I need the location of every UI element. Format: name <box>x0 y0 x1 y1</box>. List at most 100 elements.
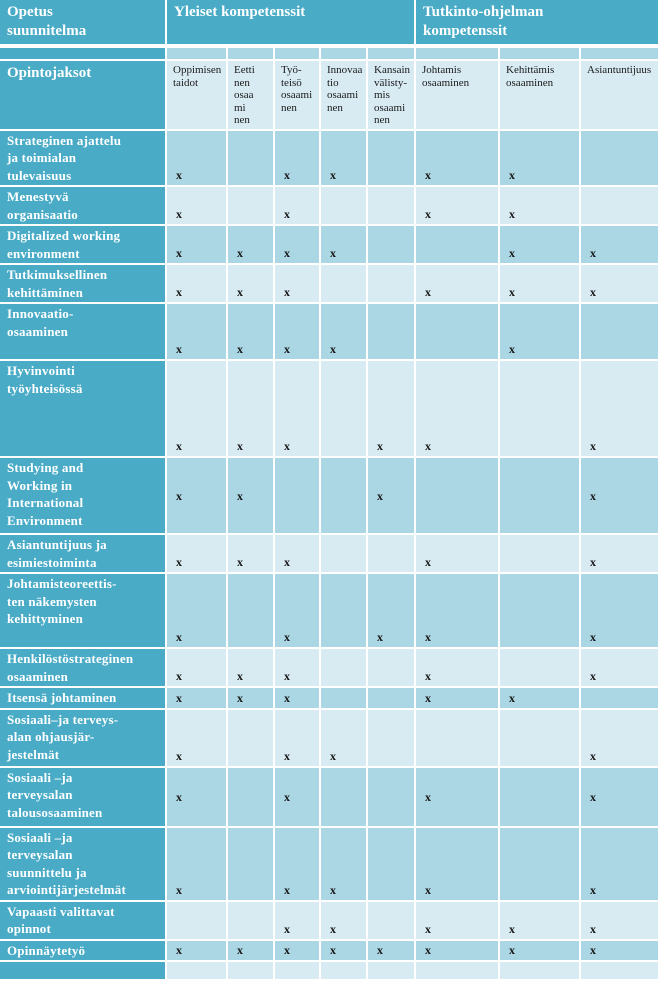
competency-mark: x <box>580 900 658 941</box>
competency-mark: x <box>166 687 228 710</box>
column-header-kansainvalistymis-osaaminen: Kansain välisty- mis osaami nen <box>367 60 417 131</box>
competency-mark: x <box>415 573 501 649</box>
competency-cell-empty <box>367 129 417 187</box>
competency-cell-empty <box>227 826 275 902</box>
competency-cell-empty <box>580 303 658 361</box>
competency-cell-empty <box>367 900 417 941</box>
competency-cell-empty <box>166 900 228 941</box>
competency-mark: x <box>415 939 501 962</box>
competency-mark: x <box>580 826 658 902</box>
column-header-row: Opintojaksot Oppimisen taidot Eetti nen o… <box>0 60 658 131</box>
competency-cell-empty <box>320 186 368 226</box>
competency-cell-empty <box>415 457 501 535</box>
competency-mark: x <box>227 360 275 458</box>
competency-cell-empty <box>227 129 275 187</box>
competency-cell-empty <box>499 534 582 574</box>
competency-mark: x <box>499 129 582 187</box>
competency-mark: x <box>274 826 321 902</box>
course-label: Itsensä johtaminen <box>0 687 167 710</box>
competency-mark: x <box>580 708 658 768</box>
competency-mark: x <box>580 648 658 688</box>
competency-mark: x <box>274 360 321 458</box>
competency-mark: x <box>166 129 228 187</box>
curriculum-header-cell: Opetus suunnitelma <box>0 0 167 48</box>
competency-mark: x <box>367 457 417 535</box>
competency-mark: x <box>166 648 228 688</box>
competency-mark: x <box>166 826 228 902</box>
competency-mark: x <box>415 129 501 187</box>
competency-mark: x <box>166 534 228 574</box>
column-header-asiantuntijuus: Asiantuntijuus <box>580 60 658 131</box>
competency-mark: x <box>274 225 321 265</box>
course-row: Sosiaali –ja terveysalan suunnittelu ja … <box>0 826 658 902</box>
course-label: Hyvinvointi työyhteisössä <box>0 360 167 458</box>
competency-cell-empty <box>499 457 582 535</box>
course-label: Opinnäytetyö <box>0 939 167 962</box>
competency-mark: x <box>274 303 321 361</box>
spacer-row <box>0 46 658 61</box>
competency-mark: x <box>274 129 321 187</box>
competency-cell-empty <box>227 708 275 768</box>
program-competencies-header: Tutkinto-ohjelman kompetenssit <box>415 0 658 48</box>
competency-mark: x <box>499 186 582 226</box>
course-row: Opinnäytetyö x x x x x x x x <box>0 939 658 962</box>
competency-mark: x <box>580 766 658 828</box>
competency-mark: x <box>227 457 275 535</box>
competency-mark: x <box>320 303 368 361</box>
competency-mark: x <box>274 900 321 941</box>
competency-mark: x <box>499 939 582 962</box>
competency-mark: x <box>415 648 501 688</box>
competency-mark: x <box>274 939 321 962</box>
general-competencies-header: Yleiset kompetenssit <box>166 0 417 48</box>
course-row: Tutkimuksellinen kehittäminen x x x x x x <box>0 264 658 304</box>
competency-cell-empty <box>499 826 582 902</box>
course-label: Vapaasti valittavat opinnot <box>0 900 167 941</box>
competency-cell-empty <box>367 534 417 574</box>
competency-mark: x <box>367 360 417 458</box>
competency-mark: x <box>166 457 228 535</box>
course-label: Johtamisteoreettis- ten näkemysten kehit… <box>0 573 167 649</box>
course-label: Digitalized working environment <box>0 225 167 265</box>
competency-cell-empty <box>227 573 275 649</box>
competency-cell-empty <box>367 826 417 902</box>
competency-mark: x <box>320 129 368 187</box>
column-header-eettinen-osaaminen: Eetti nen osaa mi nen <box>227 60 275 131</box>
competency-cell-empty <box>367 708 417 768</box>
course-label: Tutkimuksellinen kehittäminen <box>0 264 167 304</box>
courses-header-cell: Opintojaksot <box>0 60 167 131</box>
course-label: Studying and Working in International En… <box>0 457 167 535</box>
column-header-innovaatio-osaaminen: Innovaa tio osaami nen <box>320 60 368 131</box>
competency-mark: x <box>227 939 275 962</box>
competency-cell-empty <box>320 457 368 535</box>
course-label: Sosiaali–ja terveys- alan ohjausjär- jes… <box>0 708 167 768</box>
competency-mark: x <box>166 708 228 768</box>
course-row: Itsensä johtaminen x x x x x <box>0 687 658 710</box>
competency-mark: x <box>227 225 275 265</box>
competency-mark: x <box>227 687 275 710</box>
competency-mark: x <box>320 900 368 941</box>
competency-cell-empty <box>367 687 417 710</box>
competency-mark: x <box>166 186 228 226</box>
competency-mark: x <box>320 826 368 902</box>
competency-cell-empty <box>367 303 417 361</box>
course-row: Studying and Working in International En… <box>0 457 658 535</box>
competency-mark: x <box>415 900 501 941</box>
course-row: Vapaasti valittavat opinnot x x x x x <box>0 900 658 941</box>
competency-mark: x <box>415 186 501 226</box>
competency-mark: x <box>166 766 228 828</box>
competency-cell-empty <box>367 648 417 688</box>
course-label: Asiantuntijuus ja esimiestoiminta <box>0 534 167 574</box>
competency-cell-empty <box>415 708 501 768</box>
competency-cell-empty <box>367 766 417 828</box>
competency-cell-empty <box>227 766 275 828</box>
competency-cell-empty <box>320 573 368 649</box>
competency-cell-empty <box>415 225 501 265</box>
competency-mark: x <box>166 264 228 304</box>
course-row: Sosiaali–ja terveys- alan ohjausjär- jes… <box>0 708 658 768</box>
course-row: Menestyvä organisaatio x x x x <box>0 186 658 226</box>
competency-mark: x <box>499 225 582 265</box>
course-row: Sosiaali –ja terveysalan talousosaaminen… <box>0 766 658 828</box>
competency-cell-empty <box>499 708 582 768</box>
competency-mark: x <box>580 457 658 535</box>
